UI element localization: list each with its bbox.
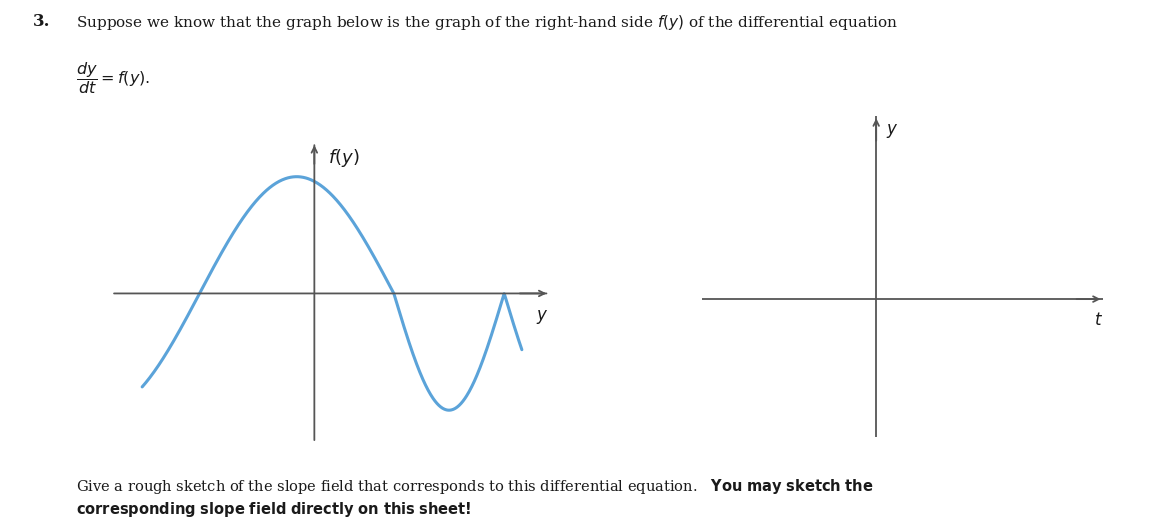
Text: 3.: 3.	[33, 13, 50, 30]
Text: $\dfrac{dy}{dt} = f(y).$: $\dfrac{dy}{dt} = f(y).$	[76, 60, 150, 96]
Text: Give a rough sketch of the slope field that corresponds to this differential equ: Give a rough sketch of the slope field t…	[76, 477, 874, 496]
Text: $y$: $y$	[886, 122, 899, 139]
Text: Suppose we know that the graph below is the graph of the right-hand side $f(y)$ : Suppose we know that the graph below is …	[76, 13, 899, 32]
Text: $y$: $y$	[536, 308, 548, 325]
Text: $t$: $t$	[1094, 312, 1103, 329]
Text: $f(y)$: $f(y)$	[328, 147, 359, 169]
Text: $\mathbf{corresponding\ slope\ field\ directly\ on\ this\ sheet!}$: $\mathbf{corresponding\ slope\ field\ di…	[76, 500, 472, 519]
